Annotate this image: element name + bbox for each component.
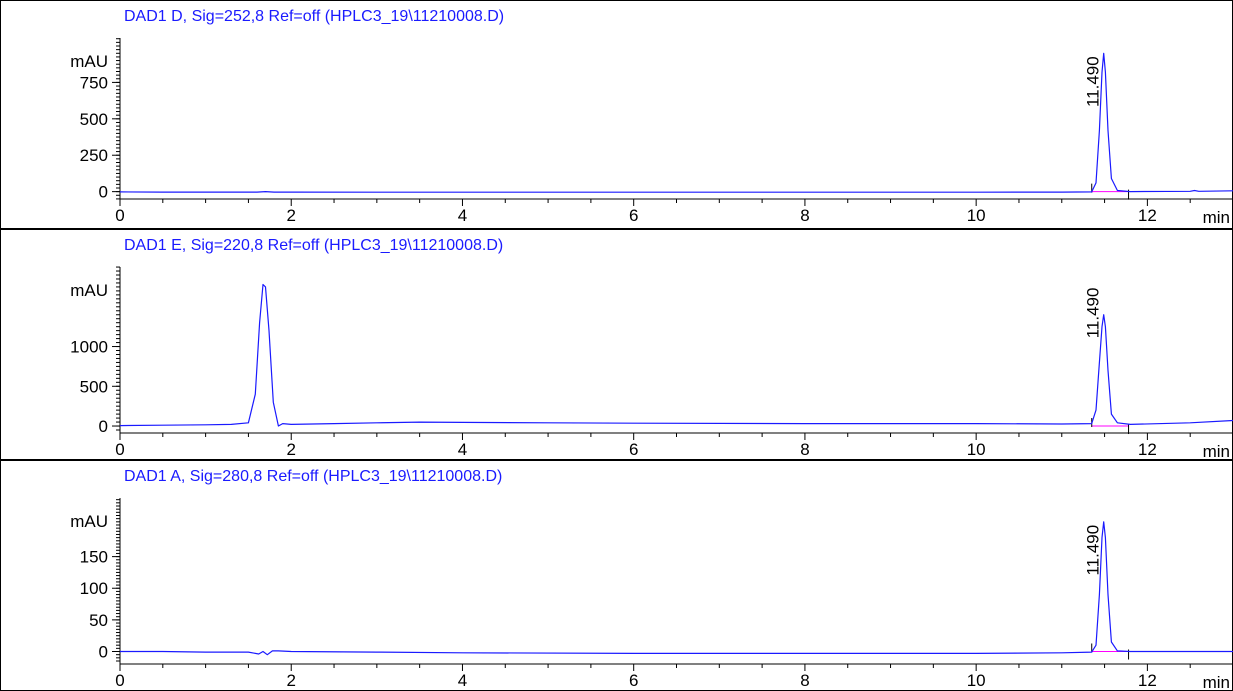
x-tick-label: 4 (458, 206, 467, 225)
x-tick-label: 6 (629, 671, 638, 690)
y-tick-label: 500 (80, 110, 108, 129)
signal-trace (119, 52, 1233, 193)
x-tick-label: 12 (1138, 440, 1157, 459)
panel-title: DAD1 A, Sig=280,8 Ref=off (HPLC3_19\1121… (124, 468, 502, 485)
x-axis-label: min (1203, 673, 1230, 691)
x-tick-label: 12 (1138, 671, 1157, 690)
x-tick-label: 2 (286, 671, 295, 690)
y-tick-label: 750 (80, 73, 108, 92)
chart-panel-3: DAD1 A, Sig=280,8 Ref=off (HPLC3_19\1121… (0, 460, 1233, 691)
y-axis-label: mAU (70, 52, 108, 71)
y-tick-label: 0 (99, 417, 108, 436)
x-tick-label: 10 (967, 671, 986, 690)
panel-frame (0, 0, 1233, 229)
y-tick-label: 0 (99, 183, 108, 202)
x-tick-label: 0 (115, 671, 124, 690)
peak-label: 11.490 (1084, 525, 1103, 576)
x-axis-label: min (1203, 208, 1230, 227)
y-tick-label: 50 (89, 611, 108, 630)
peak-label: 11.490 (1084, 288, 1103, 339)
x-tick-label: 4 (458, 671, 467, 690)
x-tick-label: 0 (115, 206, 124, 225)
panel-frame (0, 460, 1233, 691)
x-tick-label: 8 (800, 440, 809, 459)
y-tick-label: 150 (80, 548, 108, 567)
signal-trace (120, 521, 1233, 656)
panel-title: DAD1 D, Sig=252,8 Ref=off (HPLC3_19\1121… (124, 8, 504, 25)
y-axis-label: mAU (70, 281, 108, 300)
x-tick-label: 6 (629, 206, 638, 225)
chart-panel-2: DAD1 E, Sig=220,8 Ref=off (HPLC3_19\1121… (0, 229, 1233, 460)
x-tick-label: 10 (967, 440, 986, 459)
x-tick-label: 8 (800, 206, 809, 225)
y-tick-label: 500 (80, 377, 108, 396)
y-tick-label: 1000 (70, 338, 108, 357)
x-tick-label: 2 (286, 206, 295, 225)
x-tick-label: 0 (115, 440, 124, 459)
x-tick-label: 4 (458, 440, 467, 459)
y-tick-label: 250 (80, 146, 108, 165)
x-tick-label: 2 (286, 440, 295, 459)
peak-label: 11.490 (1084, 56, 1103, 107)
x-tick-label: 10 (967, 206, 986, 225)
x-tick-label: 8 (800, 671, 809, 690)
y-axis-label: mAU (70, 512, 108, 531)
x-tick-label: 12 (1138, 206, 1157, 225)
y-tick-label: 0 (99, 643, 108, 662)
x-axis-label: min (1203, 442, 1230, 460)
signal-trace (119, 283, 1233, 427)
y-tick-label: 100 (80, 579, 108, 598)
chart-panel-1: DAD1 D, Sig=252,8 Ref=off (HPLC3_19\1121… (0, 0, 1233, 229)
x-tick-label: 6 (629, 440, 638, 459)
panel-title: DAD1 E, Sig=220,8 Ref=off (HPLC3_19\1121… (124, 237, 503, 254)
